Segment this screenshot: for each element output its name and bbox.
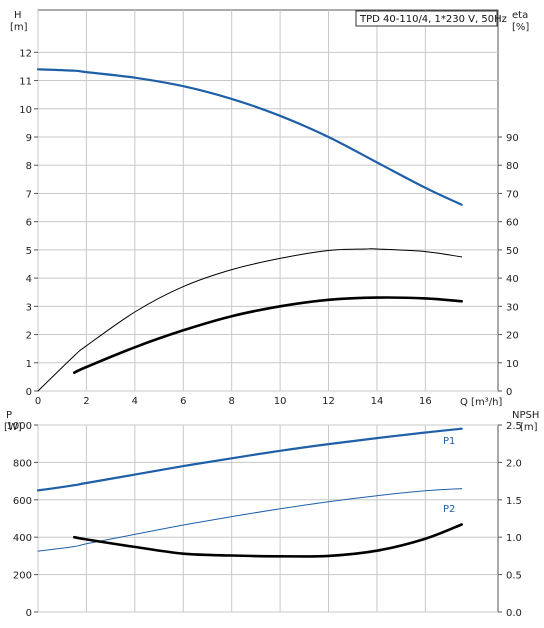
lower-left-tick-label: 400 — [13, 533, 32, 544]
x-tick-label: 16 — [419, 396, 432, 407]
lower-series-line-2 — [73, 523, 463, 558]
upper-right-tick-label: 70 — [506, 189, 519, 200]
title-box — [355, 10, 498, 27]
lower-left-tick-label: 600 — [13, 496, 32, 507]
lower-left-axis-unit: [W] — [4, 422, 22, 433]
upper-left-axis-unit: [m] — [10, 22, 28, 33]
upper-right-tick-label: 10 — [506, 359, 519, 370]
lower-left-axis-title: P — [6, 410, 12, 421]
upper-right-tick-label: 60 — [506, 218, 519, 229]
x-tick-label: 14 — [371, 396, 384, 407]
upper-series-lines — [36, 68, 463, 392]
upper-series-line-0 — [36, 68, 463, 206]
upper-right-axis-title: eta — [512, 10, 528, 21]
upper-left-tick-label: 9 — [26, 133, 32, 144]
upper-series-line-2 — [73, 296, 463, 374]
upper-left-tick-label: 6 — [26, 218, 32, 229]
upper-left-tick-label: 8 — [26, 161, 32, 172]
series-label-p1: P1 — [443, 436, 455, 447]
x-axis-title: Q [m³/h] — [460, 397, 502, 408]
lower-grid — [34, 424, 502, 613]
x-tick-label: 4 — [132, 396, 138, 407]
series-label-p2: P2 — [443, 504, 455, 515]
lower-tick-labels: 0 200 400 600 800 1000 0.0 0.5 1.0 1.5 2.0 2.5 — [7, 421, 522, 619]
upper-right-tick-label: 30 — [506, 302, 519, 313]
upper-left-tick-label: 2 — [26, 331, 32, 342]
upper-grid — [34, 10, 502, 392]
upper-right-tick-label: 80 — [506, 161, 519, 172]
upper-right-tick-label: 40 — [506, 274, 519, 285]
x-tick-label: 0 — [35, 396, 41, 407]
upper-left-tick-label: 4 — [26, 274, 32, 285]
lower-right-tick-label: 1.0 — [506, 533, 522, 544]
x-tick-label: 2 — [83, 396, 89, 407]
lower-right-tick-label: 0.5 — [506, 571, 522, 582]
lower-right-tick-label: 2.5 — [506, 421, 522, 432]
upper-right-tick-label: 20 — [506, 331, 519, 342]
upper-tick-labels: 0 2 4 6 8 10 12 14 16012345678910111201020304050… — [19, 48, 518, 407]
lower-left-tick-label: 0 — [26, 608, 32, 619]
upper-left-tick-label: 7 — [26, 189, 32, 200]
x-tick-label: 8 — [228, 396, 234, 407]
upper-right-tick-label: 90 — [506, 133, 519, 144]
upper-left-tick-label: 10 — [19, 105, 32, 116]
upper-right-tick-label: 50 — [506, 246, 519, 257]
upper-right-axis-unit: [%] — [512, 22, 529, 33]
upper-left-tick-label: 1 — [26, 359, 32, 370]
upper-left-tick-label: 0 — [26, 387, 32, 398]
upper-right-tick-label: 0 — [506, 387, 512, 398]
upper-left-tick-label: 5 — [26, 246, 32, 257]
x-tick-label: 10 — [274, 396, 287, 407]
lower-series-lines — [36, 427, 463, 558]
upper-left-axis-title: H — [14, 10, 22, 21]
lower-right-tick-label: 1.5 — [506, 496, 522, 507]
series-line-p1 — [36, 427, 463, 492]
lower-right-tick-label: 2.0 — [506, 458, 522, 469]
upper-left-tick-label: 12 — [19, 48, 32, 59]
lower-left-tick-label: 200 — [13, 571, 32, 582]
lower-right-axis-title: NPSH — [512, 410, 539, 421]
lower-right-tick-label: 0.0 — [506, 608, 522, 619]
x-tick-label: 6 — [180, 396, 186, 407]
lower-right-axis-unit: [m] — [520, 422, 538, 433]
chart-title: TPD 40-110/4, 1*230 V, 50Hz — [359, 14, 507, 25]
upper-left-tick-label: 11 — [19, 77, 32, 88]
series-line-p2 — [37, 488, 463, 552]
x-tick-label: 12 — [322, 396, 335, 407]
upper-series-line-1 — [37, 248, 463, 392]
lower-left-tick-label: 800 — [13, 458, 32, 469]
lower-left-tick-label: 1000 — [7, 421, 32, 432]
upper-left-tick-label: 3 — [26, 302, 32, 313]
